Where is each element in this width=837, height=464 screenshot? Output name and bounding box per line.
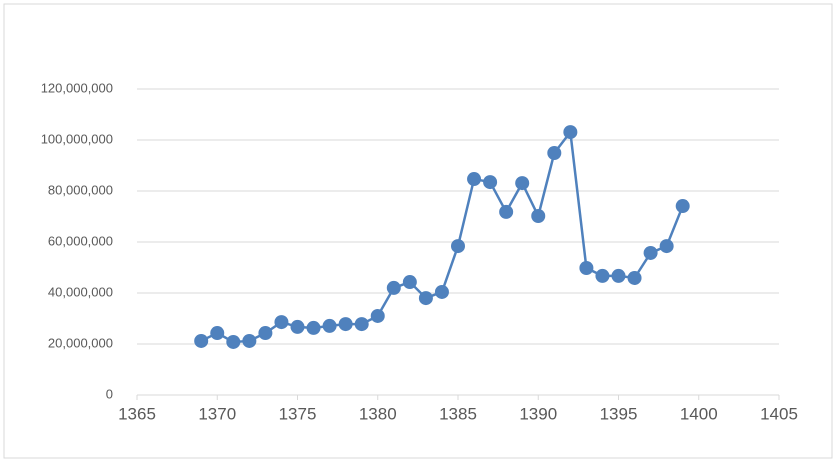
y-tick-label: 80,000,000 bbox=[48, 182, 113, 197]
y-tick-label: 40,000,000 bbox=[48, 284, 113, 299]
marker bbox=[291, 320, 305, 334]
y-tick-label: 120,000,000 bbox=[41, 80, 113, 95]
y-tick-label: 20,000,000 bbox=[48, 335, 113, 350]
x-tick-label: 1380 bbox=[359, 404, 397, 423]
marker bbox=[403, 275, 417, 289]
marker bbox=[242, 334, 256, 348]
marker bbox=[355, 317, 369, 331]
marker bbox=[676, 199, 690, 213]
marker bbox=[226, 335, 240, 349]
marker bbox=[339, 317, 353, 331]
marker bbox=[451, 239, 465, 253]
marker bbox=[531, 209, 545, 223]
marker bbox=[579, 261, 593, 275]
page: 0 20,000,000 40,000,000 60,000,000 80,000,00… bbox=[0, 0, 837, 464]
marker bbox=[483, 175, 497, 189]
marker bbox=[628, 271, 642, 285]
x-tick-label: 1405 bbox=[760, 404, 798, 423]
marker bbox=[595, 269, 609, 283]
marker bbox=[419, 291, 433, 305]
marker bbox=[644, 246, 658, 260]
marker bbox=[371, 309, 385, 323]
marker bbox=[612, 269, 626, 283]
x-tick-label: 1375 bbox=[279, 404, 317, 423]
y-tick-label: 100,000,000 bbox=[41, 131, 113, 146]
x-tick-label: 1400 bbox=[680, 404, 718, 423]
y-tick-label: 60,000,000 bbox=[48, 233, 113, 248]
marker bbox=[258, 326, 272, 340]
x-tick-label: 1385 bbox=[439, 404, 477, 423]
y-tick-label: 0 bbox=[106, 386, 113, 401]
x-tick-label: 1395 bbox=[600, 404, 638, 423]
marker bbox=[499, 205, 513, 219]
marker bbox=[515, 176, 529, 190]
chart-frame bbox=[4, 4, 832, 458]
marker bbox=[660, 239, 674, 253]
marker bbox=[307, 321, 321, 335]
x-tick-label: 1390 bbox=[519, 404, 557, 423]
chart: 0 20,000,000 40,000,000 60,000,000 80,000,00… bbox=[0, 0, 837, 464]
marker bbox=[563, 125, 577, 139]
marker bbox=[274, 315, 288, 329]
marker bbox=[210, 326, 224, 340]
x-tick-label: 1365 bbox=[118, 404, 156, 423]
marker bbox=[467, 172, 481, 186]
marker bbox=[435, 285, 449, 299]
x-tick-label: 1370 bbox=[198, 404, 236, 423]
marker bbox=[194, 334, 208, 348]
marker bbox=[547, 146, 561, 160]
marker bbox=[323, 319, 337, 333]
marker bbox=[387, 281, 401, 295]
